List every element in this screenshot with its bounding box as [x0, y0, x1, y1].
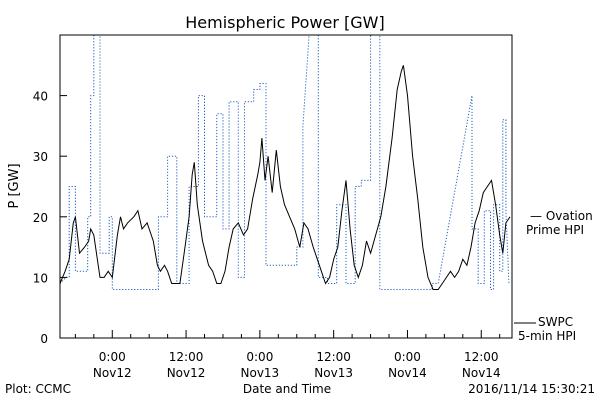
y-tick-label: 10 — [33, 271, 48, 285]
y-tick-label: 20 — [33, 211, 48, 225]
x-tick-date-label: Nov12 — [167, 366, 206, 380]
x-tick-time-label: 12:00 — [316, 350, 351, 364]
x-tick-time-label: 12:00 — [464, 350, 499, 364]
x-tick-date-label: Nov13 — [314, 366, 353, 380]
y-tick-label: 30 — [33, 150, 48, 164]
x-tick-date-label: Nov14 — [388, 366, 427, 380]
legend-swpc-line1: SWPC — [538, 315, 573, 329]
x-tick-time-label: 0:00 — [99, 350, 126, 364]
series-layer — [59, 34, 511, 290]
plot-credit: Plot: CCMC — [5, 382, 71, 396]
series-swpc-line — [59, 65, 511, 290]
legend-ovation: — Ovation Prime HPI — [526, 209, 593, 237]
x-tick-date-label: Nov13 — [241, 366, 280, 380]
y-tick-label: 40 — [33, 90, 48, 104]
plot-timestamp: 2016/11/14 15:30:21 — [468, 382, 595, 396]
y-axis: 0 10 20 30 40 — [33, 90, 67, 346]
plot-frame — [59, 34, 513, 339]
series-ovation-line — [59, 34, 510, 290]
chart-title: Hemispheric Power [GW] — [185, 13, 384, 32]
x-tick-time-label: 0:00 — [246, 350, 273, 364]
legend-ovation-line1: — Ovation — [530, 209, 593, 223]
legend-swpc-line2: 5-min HPI — [518, 329, 576, 343]
x-tick-date-label: Nov14 — [462, 366, 501, 380]
y-axis-label: P [GW] — [7, 163, 22, 208]
y-tick-label: 0 — [40, 332, 48, 346]
x-tick-time-label: 0:00 — [394, 350, 421, 364]
x-tick-date-label: Nov12 — [93, 366, 132, 380]
x-tick-time-label: 12:00 — [169, 350, 204, 364]
legend-ovation-line2: Prime HPI — [526, 223, 584, 237]
x-axis: 0:00 Nov12 12:00 Nov12 0:00 Nov13 12:00 Nov13 0:… — [74, 330, 501, 380]
legend-swpc: SWPC 5-min HPI — [514, 315, 576, 343]
x-axis-label: Date and Time — [243, 382, 331, 396]
